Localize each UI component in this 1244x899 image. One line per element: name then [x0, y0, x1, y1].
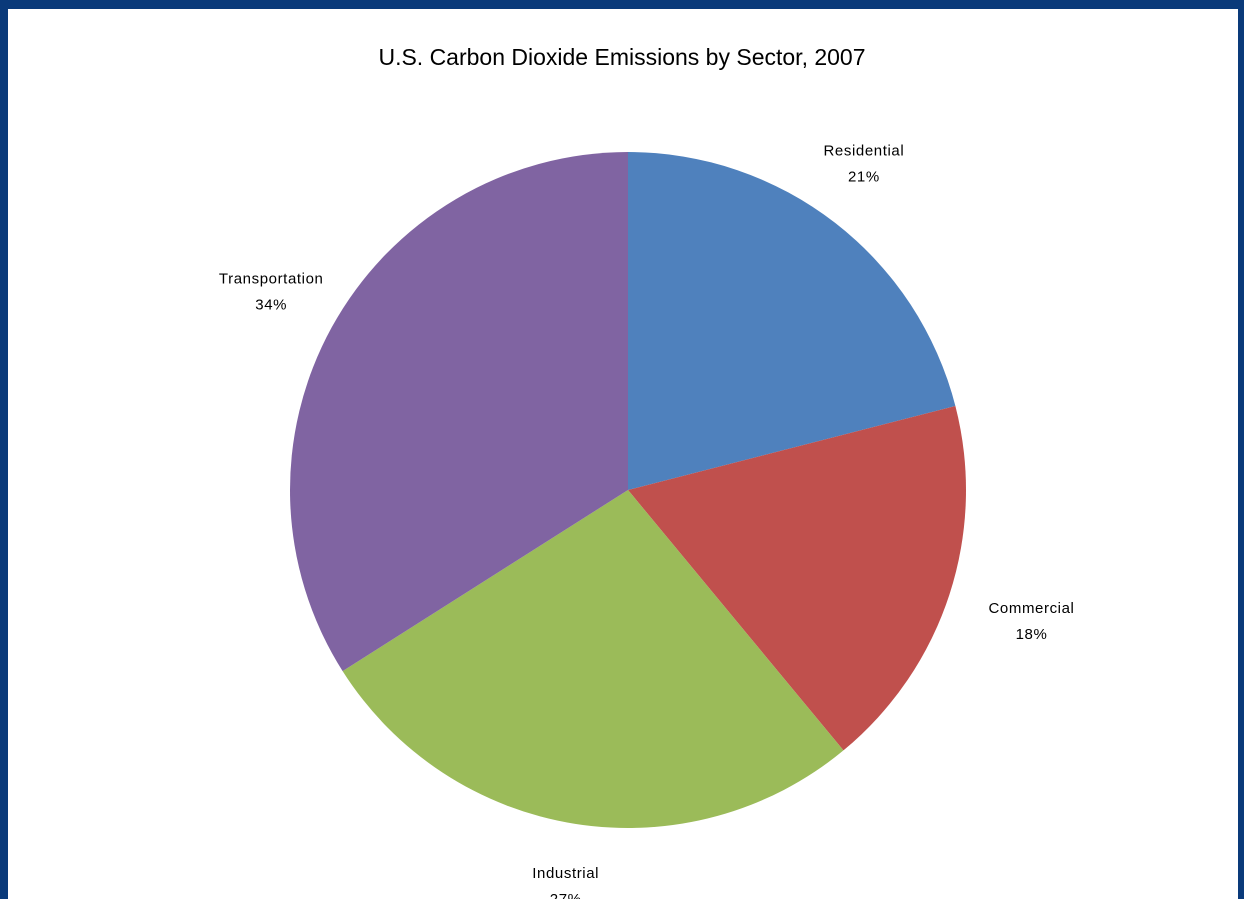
data-label-industrial-percent: 27% [550, 891, 582, 899]
data-label-transportation-name: Transportation [219, 270, 324, 287]
pie-slice-residential [628, 152, 956, 490]
data-label-transportation-percent: 34% [255, 296, 287, 313]
data-label-residential-percent: 21% [848, 169, 880, 186]
chart-title: U.S. Carbon Dioxide Emissions by Sector,… [378, 44, 866, 70]
pie-slice-industrial [342, 490, 844, 828]
pie-slice-commercial [628, 405, 966, 751]
data-label-commercial-name: Commercial [988, 600, 1074, 617]
data-label-residential-name: Residential [823, 143, 904, 160]
data-label-industrial-name: Industrial [532, 865, 599, 882]
pie-slice-transportation [290, 152, 628, 672]
data-label-commercial-percent: 18% [1016, 626, 1048, 643]
